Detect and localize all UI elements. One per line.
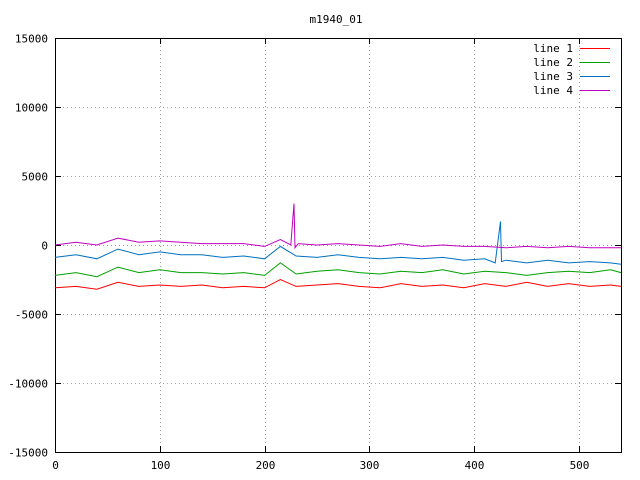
legend-label: line 1 [533,42,573,55]
chart-title: m1940_01 [310,13,363,26]
legend-label: line 3 [533,70,573,83]
y-axis: -15000 -10000 -5000 0 5000 10000 15000 [8,33,621,460]
x-axis: 0 100 200 300 400 500 [52,38,589,472]
x-tick-label: 300 [360,459,380,472]
series-line-3 [54,221,622,265]
series-line-2 [54,262,622,278]
legend-label: line 4 [533,84,573,97]
legend-label: line 2 [533,56,573,69]
x-tick-label: 0 [52,459,59,472]
y-tick-label: -15000 [8,447,48,460]
x-tick-label: 100 [151,459,171,472]
x-tick-label: 200 [256,459,276,472]
grid [55,38,621,452]
plot-frame [55,38,622,453]
x-tick-label: 400 [465,459,485,472]
series-line-1 [54,278,622,290]
y-tick-label: -10000 [8,378,48,391]
y-tick-label: 15000 [15,33,48,46]
y-tick-label: -5000 [15,309,48,322]
series-layer [54,203,622,290]
y-tick-label: 10000 [15,102,48,115]
y-tick-label: 5000 [22,171,49,184]
series-line-4 [54,203,621,250]
y-tick-label: 0 [41,240,48,253]
x-tick-label: 500 [570,459,590,472]
